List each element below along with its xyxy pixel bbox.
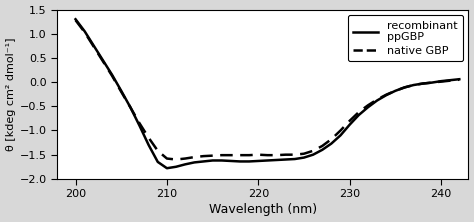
native GBP <box>310 149 316 152</box>
recombinant
ppGBP <box>319 149 325 151</box>
native GBP <box>155 149 161 152</box>
native GBP <box>292 153 298 156</box>
recombinant
ppGBP <box>237 160 243 163</box>
recombinant
ppGBP <box>255 160 261 162</box>
native GBP <box>164 157 170 160</box>
native GBP <box>374 98 380 101</box>
recombinant
ppGBP <box>210 159 216 162</box>
native GBP <box>109 75 115 77</box>
native GBP <box>420 82 426 85</box>
native GBP <box>137 122 142 125</box>
recombinant
ppGBP <box>246 160 252 163</box>
recombinant
ppGBP <box>191 161 197 164</box>
recombinant
ppGBP <box>228 160 234 162</box>
native GBP <box>255 153 261 156</box>
native GBP <box>283 153 289 156</box>
native GBP <box>319 145 325 147</box>
recombinant
ppGBP <box>365 106 371 109</box>
recombinant
ppGBP <box>182 163 188 166</box>
recombinant
ppGBP <box>429 81 435 84</box>
recombinant
ppGBP <box>438 80 444 83</box>
native GBP <box>328 138 334 141</box>
recombinant
ppGBP <box>374 99 380 102</box>
native GBP <box>447 79 453 82</box>
native GBP <box>356 111 362 113</box>
recombinant
ppGBP <box>328 142 334 145</box>
Legend: recombinant
ppGBP, native GBP: recombinant ppGBP, native GBP <box>348 15 463 61</box>
native GBP <box>237 154 243 157</box>
recombinant
ppGBP <box>155 161 161 163</box>
recombinant
ppGBP <box>82 30 88 33</box>
native GBP <box>191 156 197 159</box>
native GBP <box>228 154 234 157</box>
native GBP <box>91 46 97 48</box>
recombinant
ppGBP <box>383 94 389 97</box>
recombinant
ppGBP <box>109 73 115 76</box>
recombinant
ppGBP <box>411 84 417 86</box>
native GBP <box>128 106 133 109</box>
native GBP <box>246 154 252 157</box>
native GBP <box>264 154 270 157</box>
recombinant
ppGBP <box>401 86 407 89</box>
native GBP <box>73 19 78 22</box>
Y-axis label: θ [kdeg cm² dmol⁻¹]: θ [kdeg cm² dmol⁻¹] <box>6 38 16 151</box>
native GBP <box>301 152 307 155</box>
native GBP <box>201 155 206 157</box>
recombinant
ppGBP <box>264 159 270 162</box>
Line: native GBP: native GBP <box>75 20 459 160</box>
recombinant
ppGBP <box>164 167 170 170</box>
recombinant
ppGBP <box>100 59 106 62</box>
recombinant
ppGBP <box>201 160 206 163</box>
recombinant
ppGBP <box>337 134 343 137</box>
native GBP <box>337 129 343 132</box>
native GBP <box>118 90 124 93</box>
recombinant
ppGBP <box>456 78 462 81</box>
X-axis label: Wavelength (nm): Wavelength (nm) <box>209 203 317 216</box>
recombinant
ppGBP <box>447 79 453 81</box>
recombinant
ppGBP <box>128 106 133 109</box>
native GBP <box>210 154 216 157</box>
recombinant
ppGBP <box>283 158 289 161</box>
recombinant
ppGBP <box>91 44 97 47</box>
native GBP <box>219 154 225 157</box>
recombinant
ppGBP <box>301 156 307 159</box>
native GBP <box>429 81 435 84</box>
native GBP <box>392 89 398 92</box>
native GBP <box>401 86 407 89</box>
native GBP <box>82 31 88 34</box>
recombinant
ppGBP <box>392 89 398 92</box>
recombinant
ppGBP <box>292 158 298 160</box>
native GBP <box>438 80 444 83</box>
Line: recombinant
ppGBP: recombinant ppGBP <box>75 19 459 168</box>
native GBP <box>273 154 279 157</box>
native GBP <box>182 157 188 160</box>
recombinant
ppGBP <box>347 123 353 126</box>
recombinant
ppGBP <box>137 124 142 127</box>
native GBP <box>347 119 353 122</box>
native GBP <box>456 78 462 81</box>
native GBP <box>100 60 106 63</box>
native GBP <box>146 136 152 139</box>
recombinant
ppGBP <box>356 114 362 116</box>
recombinant
ppGBP <box>146 144 152 146</box>
recombinant
ppGBP <box>173 165 179 168</box>
recombinant
ppGBP <box>420 82 426 85</box>
recombinant
ppGBP <box>219 159 225 162</box>
recombinant
ppGBP <box>118 89 124 92</box>
recombinant
ppGBP <box>273 159 279 161</box>
recombinant
ppGBP <box>73 18 78 21</box>
native GBP <box>365 104 371 107</box>
native GBP <box>383 93 389 96</box>
native GBP <box>173 158 179 161</box>
recombinant
ppGBP <box>310 153 316 156</box>
native GBP <box>411 84 417 86</box>
